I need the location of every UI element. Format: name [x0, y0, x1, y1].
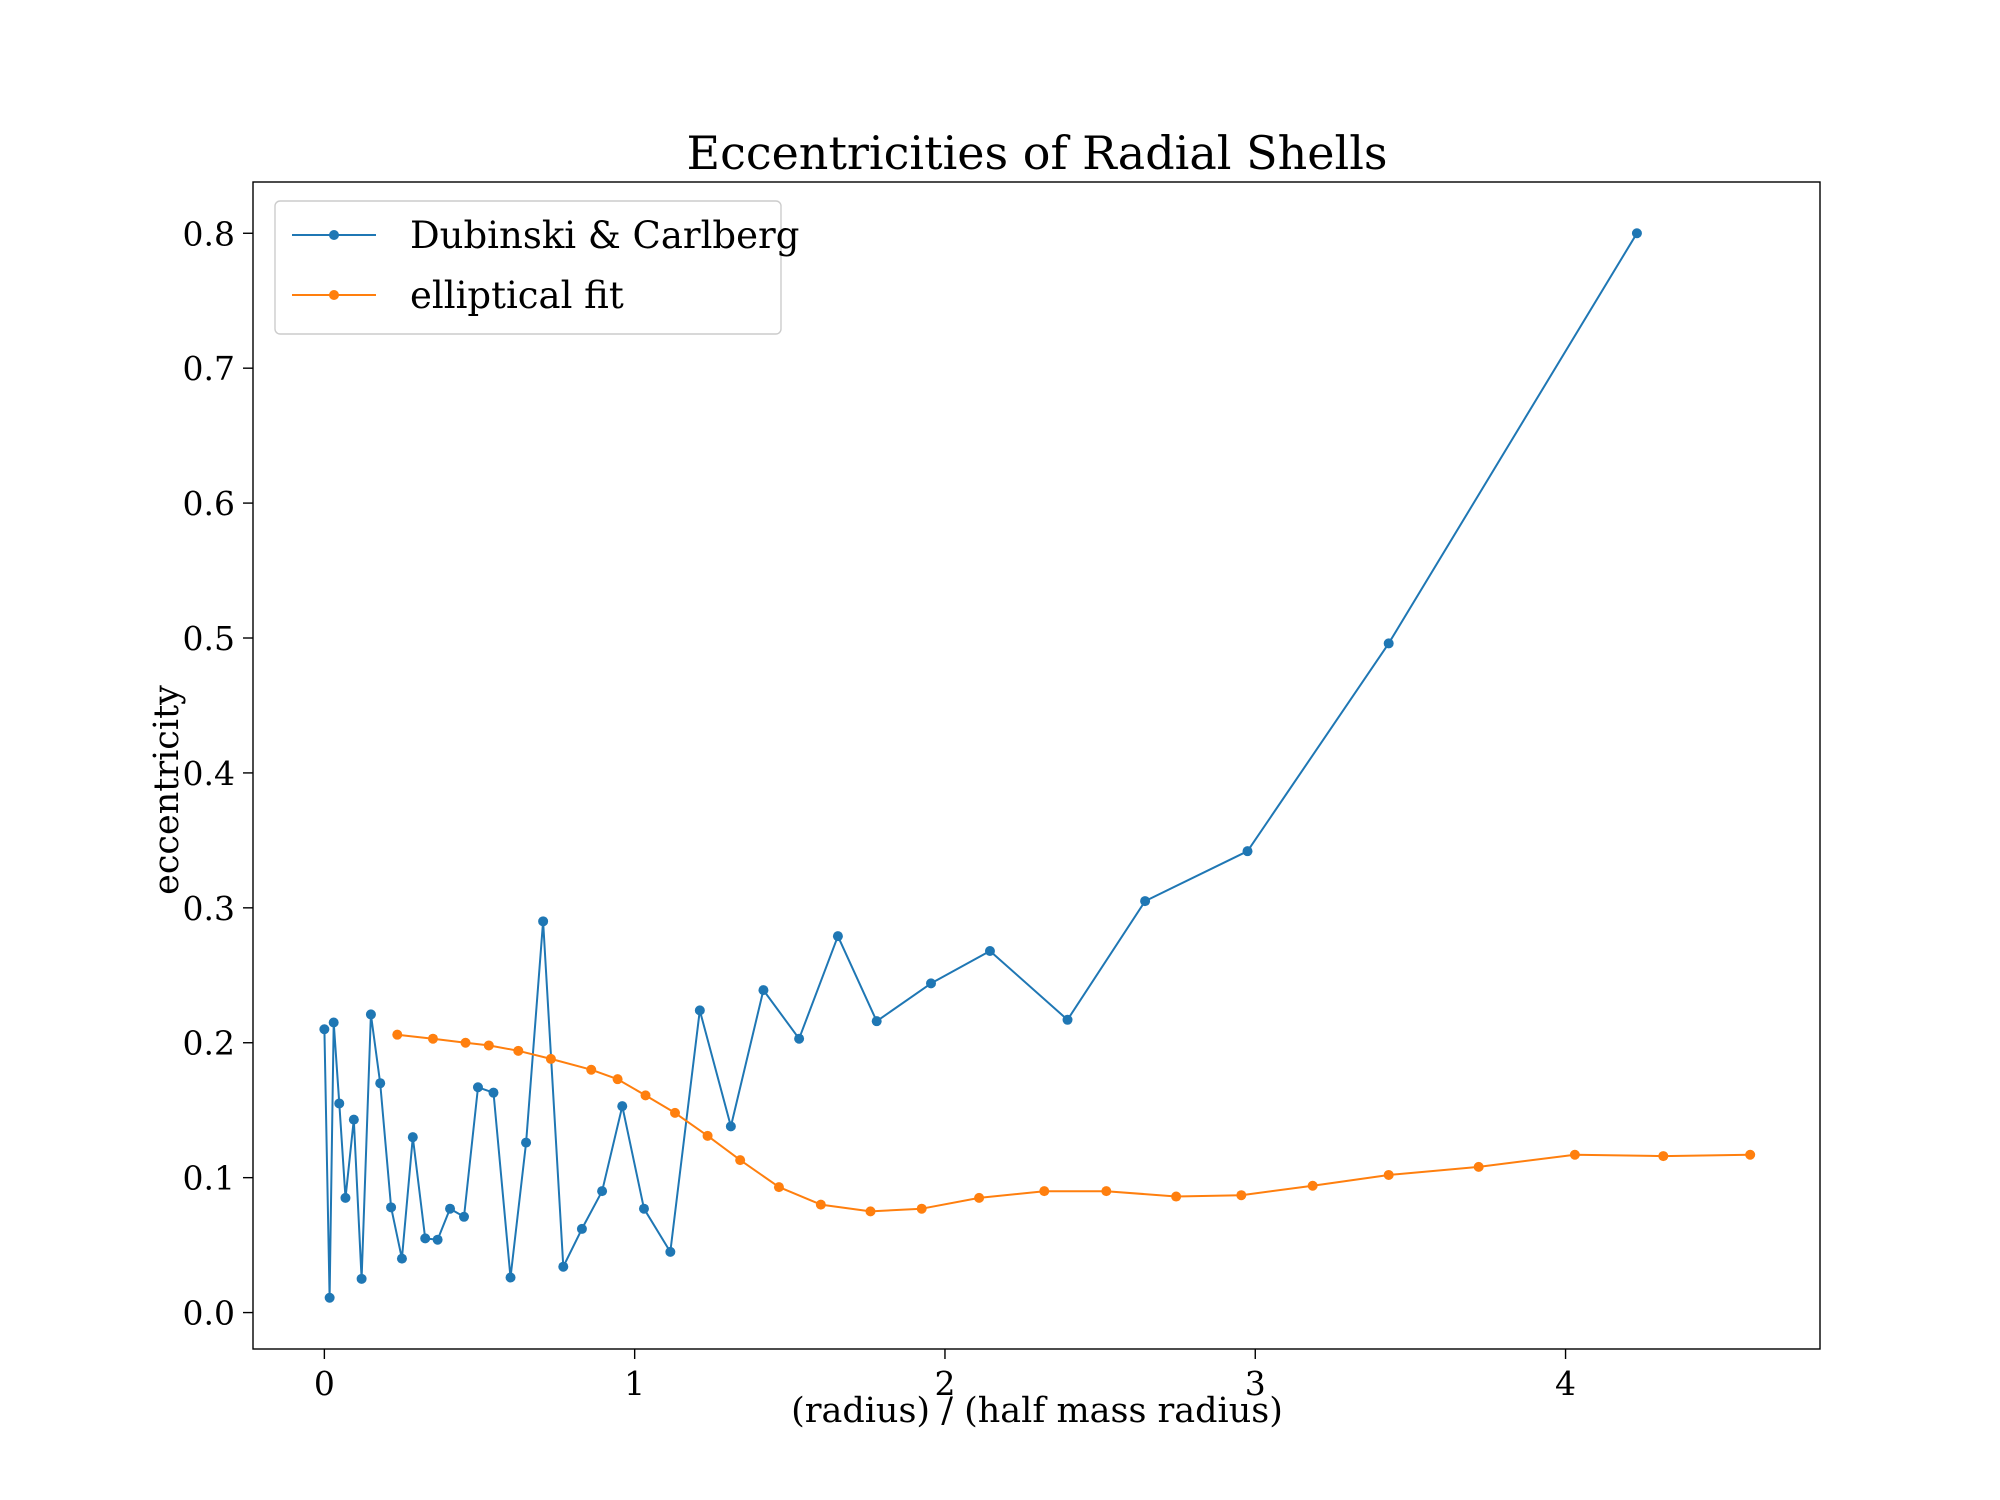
series-1-point — [538, 916, 549, 927]
ticks-layer: 0 1 2 3 4 0.0 0.1 0.2 0.3 0.4 0.5 0.6 0.7 0.8 — [183, 214, 1577, 1403]
series-2-point — [640, 1090, 651, 1101]
series-2-point — [1658, 1151, 1669, 1162]
series-2-point — [1569, 1149, 1580, 1160]
y-tick-label: 0.4 — [183, 754, 235, 793]
series-2-point — [735, 1155, 746, 1166]
x-tick-label: 2 — [934, 1364, 955, 1403]
series-1-line — [323, 232, 1638, 1299]
series-2-point — [513, 1045, 524, 1056]
plot-frame — [252, 181, 1821, 1350]
legend: Dubinski & Carlberg elliptical fit — [274, 200, 799, 335]
series-1-point — [348, 1114, 359, 1125]
series-2-point — [545, 1053, 556, 1064]
series-1-point — [432, 1234, 443, 1245]
series-1-point — [407, 1132, 418, 1143]
series-2-point — [427, 1033, 438, 1044]
series-1-point — [758, 985, 769, 996]
series-2-point — [1101, 1186, 1112, 1197]
series-layer — [319, 228, 1756, 1303]
series-1-point — [871, 1016, 882, 1027]
series-1-point — [576, 1223, 587, 1234]
series-2-point — [773, 1182, 784, 1193]
series-1-point — [832, 931, 843, 942]
series-2-point — [670, 1107, 681, 1118]
series-1-point — [459, 1211, 470, 1222]
series-1-point — [445, 1203, 456, 1214]
series-1-point — [1383, 638, 1394, 649]
series-1-point — [324, 1292, 335, 1303]
series-1-point — [725, 1121, 736, 1132]
series-2-point — [483, 1040, 494, 1051]
y-tick-label: 0.8 — [183, 214, 235, 253]
legend-entry-1-marker — [329, 230, 339, 240]
series-2-point — [1171, 1191, 1182, 1202]
series-1-point — [365, 1009, 376, 1020]
series-2-point — [865, 1206, 876, 1217]
legend-entry-2-label: elliptical fit — [410, 274, 624, 317]
series-1-point — [420, 1233, 431, 1244]
series-1-point — [984, 946, 995, 957]
y-tick-label: 0.6 — [183, 484, 235, 523]
legend-entry-2-marker — [329, 290, 339, 300]
series-1-point — [1062, 1014, 1073, 1025]
y-tick-label: 0.3 — [183, 889, 235, 928]
series-1-point — [472, 1082, 483, 1093]
series-1-point — [1140, 896, 1151, 907]
y-tick-label: 0.5 — [183, 619, 235, 658]
series-1-point — [356, 1273, 367, 1284]
series-1-point — [694, 1005, 705, 1016]
y-tick-label: 0.1 — [183, 1159, 235, 1198]
series-2-point — [1039, 1186, 1050, 1197]
legend-frame — [274, 200, 782, 335]
series-1-point — [521, 1137, 532, 1148]
series-2-point — [392, 1029, 403, 1040]
series-2-point — [1383, 1169, 1394, 1180]
series-1-point — [340, 1192, 351, 1203]
chart-title: Eccentricities of Radial Shells — [686, 126, 1387, 180]
y-tick-label: 0.7 — [183, 349, 235, 388]
series-1-point — [488, 1087, 499, 1098]
series-2-point — [460, 1037, 471, 1048]
x-axis-label: (radius) / (half mass radius) — [791, 1391, 1283, 1431]
legend-entry-1-label: Dubinski & Carlberg — [410, 214, 799, 257]
series-2-point — [612, 1074, 623, 1085]
series-2-line — [397, 1033, 1751, 1213]
series-1-point — [617, 1101, 628, 1112]
x-tick-label: 0 — [314, 1364, 335, 1403]
y-tick-label: 0.0 — [183, 1294, 235, 1333]
y-axis-label: eccentricity — [147, 685, 187, 895]
series-1-point — [328, 1017, 339, 1028]
series-2-point — [1236, 1190, 1247, 1201]
series-1-point — [375, 1078, 386, 1089]
series-2-point — [974, 1192, 985, 1203]
series-1-point — [638, 1203, 649, 1214]
series-1-point — [396, 1253, 407, 1264]
series-2-point — [815, 1199, 826, 1210]
x-tick-label: 1 — [624, 1364, 645, 1403]
series-2-point — [1473, 1161, 1484, 1172]
series-1-point — [925, 978, 936, 989]
series-1-point — [794, 1033, 805, 1044]
series-1-point — [665, 1246, 676, 1257]
series-1-point — [319, 1024, 330, 1035]
series-2-point — [1745, 1149, 1756, 1160]
series-2-point — [702, 1130, 713, 1141]
series-1-point — [1242, 846, 1253, 857]
series-1-point — [597, 1186, 608, 1197]
x-tick-label: 3 — [1245, 1364, 1266, 1403]
series-2-point — [1307, 1180, 1318, 1191]
series-1-point — [334, 1098, 345, 1109]
series-1-point — [1631, 228, 1642, 239]
series-1-point — [558, 1261, 569, 1272]
series-1-point — [386, 1202, 397, 1213]
series-2-point — [916, 1203, 927, 1214]
y-tick-label: 0.2 — [183, 1024, 235, 1063]
series-1-point — [505, 1272, 516, 1283]
series-2-point — [586, 1064, 597, 1075]
x-tick-label: 4 — [1555, 1364, 1576, 1403]
